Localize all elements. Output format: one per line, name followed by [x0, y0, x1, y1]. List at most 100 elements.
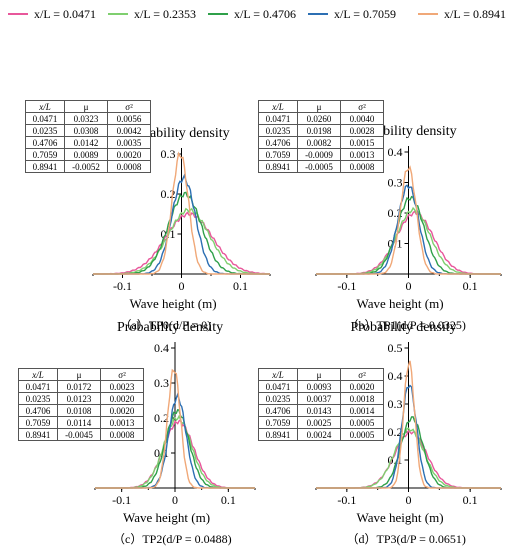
stats-cell: 0.4706	[258, 136, 298, 149]
plot-title: Probability density	[117, 320, 224, 335]
plot-area: -0.1 0 0.10.10.20.30.40.5	[315, 341, 502, 507]
stats-cell: 0.0114	[57, 416, 101, 429]
x-tick-label: 0	[406, 493, 412, 507]
stats-row: 0.0471 0.0323 0.0056	[25, 112, 151, 125]
stats-cell: 0.0040	[340, 112, 384, 125]
plot-area: -0.1 0 0.10.10.20.3	[92, 147, 271, 293]
stats-cell: 0.0025	[297, 416, 341, 429]
legend-swatch	[8, 13, 28, 15]
stats-cell: 0.0028	[340, 124, 384, 137]
x-tick-label: 0.1	[221, 493, 236, 507]
panel-caption: （a）TP0(d/P = 0)	[119, 318, 212, 332]
y-tick-label: 0.3	[161, 147, 176, 161]
stats-header: x/L	[258, 100, 298, 113]
panel-d: Probability density -0.1 0 0.1 0.1 0.2 0.3 0.4 0…	[258, 320, 523, 550]
x-tick-label: 0.1	[463, 279, 478, 293]
x-axis-label: Wave height (m)	[356, 510, 444, 525]
legend-label: x/L = 0.4706	[234, 6, 296, 21]
stats-cell: 0.0471	[258, 112, 298, 125]
stats-cell: 0.4706	[18, 404, 58, 417]
x-axis-label: Wave height (m)	[356, 296, 444, 311]
legend-item: x/L = 0.2353	[108, 4, 196, 24]
legend-swatch	[108, 13, 128, 15]
series-line	[316, 165, 501, 275]
series-line	[95, 368, 255, 489]
stats-cell: 0.0143	[297, 404, 341, 417]
stats-cell: 0.0172	[57, 380, 101, 393]
stats-cell: 0.0037	[297, 392, 341, 405]
x-tick-label: 0.1	[463, 493, 478, 507]
stats-table: x/L μ σ² 0.0471 0.0172 0.0023 0.0235 0.0123 0.00…	[18, 368, 144, 441]
stats-cell: 0.0235	[25, 124, 65, 137]
y-tick-label: 0.4	[388, 369, 403, 383]
plot-area: -0.1 0 0.10.10.20.30.4	[315, 145, 502, 293]
x-tick-label: 0	[179, 279, 185, 293]
stats-row: 0.4706 0.0143 0.0014	[258, 404, 384, 417]
stats-cell: 0.0042	[107, 124, 151, 137]
stats-cell: 0.0308	[64, 124, 108, 137]
stats-header: x/L	[18, 368, 58, 381]
stats-header: x/L	[258, 368, 298, 381]
x-tick-label: 0	[172, 493, 178, 507]
stats-cell: 0.0014	[340, 404, 384, 417]
stats-header: μ	[297, 100, 341, 113]
stats-table: x/L μ σ² 0.0471 0.0260 0.0040 0.0235 0.0198 0.00…	[258, 100, 384, 173]
stats-row: 0.8941 -0.0052 0.0008	[25, 160, 151, 173]
legend: x/L = 0.0471 x/L = 0.2353 x/L = 0.4706 x/L …	[0, 4, 523, 26]
stats-row: 0.0235 0.0123 0.0020	[18, 392, 144, 405]
stats-row: 0.7059 0.0025 0.0005	[258, 416, 384, 429]
stats-row: 0.8941 -0.0005 0.0008	[258, 160, 384, 173]
stats-cell: 0.0035	[107, 136, 151, 149]
panel-c: Probability density -0.1 0 0.1 0.1 0.2 0.3 0.4 x…	[0, 320, 262, 550]
series-line	[316, 360, 501, 489]
stats-cell: -0.0005	[297, 160, 341, 173]
stats-cell: 0.4706	[25, 136, 65, 149]
legend-swatch	[418, 13, 438, 15]
stats-row: 0.8941 -0.0045 0.0008	[18, 428, 144, 441]
stats-cell: 0.0198	[297, 124, 341, 137]
stats-cell: 0.7059	[18, 416, 58, 429]
stats-cell: 0.7059	[258, 416, 298, 429]
panel-b: Probability density -0.1 0 0.1 0.1 0.2 0.3 0.4 x…	[258, 60, 523, 332]
stats-cell: 0.0082	[297, 136, 341, 149]
legend-swatch	[208, 13, 228, 15]
stats-row: 0.0235 0.0308 0.0042	[25, 124, 151, 137]
stats-header: σ²	[340, 368, 384, 381]
stats-cell: 0.0020	[107, 148, 151, 161]
stats-row: 0.4706 0.0142 0.0035	[25, 136, 151, 149]
stats-cell: 0.0020	[100, 404, 144, 417]
legend-label: x/L = 0.7059	[334, 6, 396, 21]
stats-row: 0.0471 0.0093 0.0020	[258, 380, 384, 393]
stats-header: σ²	[340, 100, 384, 113]
stats-cell: 0.0005	[340, 428, 384, 441]
x-tick-label: 0.1	[233, 279, 248, 293]
plot-title: Probability density	[350, 320, 457, 335]
legend-label: x/L = 0.8941	[444, 6, 506, 21]
legend-label: x/L = 0.2353	[134, 6, 196, 21]
legend-item: x/L = 0.0471	[8, 4, 96, 24]
stats-cell: 0.0471	[25, 112, 65, 125]
y-tick-label: 0.2	[154, 411, 169, 425]
stats-row: 0.7059 -0.0009 0.0013	[258, 148, 384, 161]
legend-label: x/L = 0.0471	[34, 6, 96, 21]
stats-header: μ	[57, 368, 101, 381]
stats-header: σ²	[100, 368, 144, 381]
x-tick-label: -0.1	[113, 279, 132, 293]
x-axis-label: Wave height (m)	[129, 296, 217, 311]
stats-cell: 0.0260	[297, 112, 341, 125]
x-tick-label: -0.1	[337, 279, 356, 293]
x-tick-label: 0	[406, 279, 412, 293]
stats-cell: 0.8941	[258, 160, 298, 173]
panel-caption: （c）TP2(d/P = 0.0488)	[113, 532, 232, 546]
stats-cell: 0.0142	[64, 136, 108, 149]
stats-cell: 0.0235	[18, 392, 58, 405]
stats-cell: 0.0093	[297, 380, 341, 393]
stats-row: 0.0235 0.0037 0.0018	[258, 392, 384, 405]
y-tick-label: 0.4	[154, 341, 169, 355]
stats-cell: 0.4706	[258, 404, 298, 417]
stats-cell: 0.0323	[64, 112, 108, 125]
stats-cell: -0.0009	[297, 148, 341, 161]
y-tick-label: 0.5	[388, 341, 403, 355]
stats-row: 0.7059 0.0114 0.0013	[18, 416, 144, 429]
stats-cell: 0.0008	[107, 160, 151, 173]
